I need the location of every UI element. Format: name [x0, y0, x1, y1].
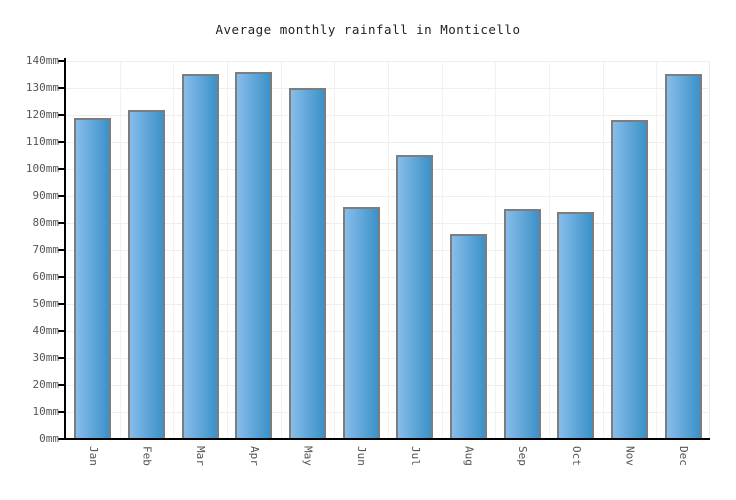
y-axis-tick — [58, 330, 64, 332]
bar-aug — [450, 234, 487, 439]
y-axis-tick — [58, 195, 64, 197]
chart-title: Average monthly rainfall in Monticello — [215, 22, 521, 37]
x-tick-label-oct: Oct — [569, 446, 583, 466]
y-tick-label-70: 70mm — [32, 243, 60, 256]
y-axis-tick — [58, 249, 64, 251]
y-axis-tick — [58, 438, 64, 440]
y-tick-label-120: 120mm — [25, 108, 59, 121]
bar-nov — [611, 120, 648, 439]
x-tick-label-jan: Jan — [86, 446, 100, 466]
y-tick-label-30: 30mm — [32, 351, 60, 364]
bar-feb — [128, 110, 165, 439]
gridline-vertical — [549, 61, 550, 439]
y-axis-tick — [58, 141, 64, 143]
gridline-vertical — [603, 61, 604, 439]
x-tick-label-jun: Jun — [355, 446, 369, 466]
y-tick-label-100: 100mm — [25, 162, 59, 175]
x-tick-label-jul: Jul — [408, 446, 422, 466]
x-axis-line — [64, 438, 710, 440]
y-axis-tick — [58, 357, 64, 359]
y-tick-label-90: 90mm — [32, 189, 60, 202]
bar-sep — [503, 209, 541, 439]
gridline-vertical — [495, 61, 496, 439]
gridline-vertical — [173, 61, 174, 439]
bar-jan — [74, 118, 112, 439]
y-axis-tick — [58, 222, 64, 224]
bar-oct — [557, 212, 595, 439]
gridline-vertical — [227, 61, 228, 439]
y-axis-tick — [58, 303, 64, 305]
bar-mar — [181, 74, 219, 439]
y-tick-label-130: 130mm — [25, 81, 59, 94]
y-axis-tick — [58, 384, 64, 386]
bar-may — [289, 88, 326, 439]
y-tick-label-110: 110mm — [25, 135, 59, 148]
y-tick-label-80: 80mm — [32, 216, 60, 229]
y-axis-tick — [58, 114, 64, 116]
y-tick-label-20: 20mm — [32, 378, 60, 391]
x-tick-label-nov: Nov — [623, 446, 637, 466]
y-axis-tick — [58, 411, 64, 413]
gridline-vertical — [334, 61, 335, 439]
y-axis-tick — [58, 276, 64, 278]
y-axis-tick — [58, 60, 64, 62]
y-axis-tick — [58, 168, 64, 170]
y-tick-label-50: 50mm — [32, 297, 60, 310]
gridline-vertical — [120, 61, 121, 439]
x-tick-label-may: May — [301, 446, 315, 466]
x-tick-label-apr: Apr — [247, 446, 261, 466]
x-tick-label-dec: Dec — [677, 446, 691, 466]
bar-dec — [664, 74, 702, 439]
y-tick-label-60: 60mm — [32, 270, 60, 283]
y-axis-line — [64, 58, 66, 440]
bar-jun — [342, 207, 380, 439]
y-tick-label-0: 0mm — [39, 432, 59, 445]
y-tick-label-140: 140mm — [25, 54, 59, 67]
gridline-vertical — [656, 61, 657, 439]
x-tick-label-mar: Mar — [194, 446, 208, 466]
bar-jul — [396, 155, 434, 439]
y-tick-label-40: 40mm — [32, 324, 60, 337]
y-tick-label-10: 10mm — [32, 405, 60, 418]
x-tick-label-aug: Aug — [462, 446, 476, 466]
plot-area — [66, 60, 710, 439]
gridline-vertical — [388, 61, 389, 439]
x-tick-label-sep: Sep — [516, 446, 530, 466]
gridline-vertical — [442, 61, 443, 439]
x-tick-label-feb: Feb — [140, 446, 154, 466]
y-axis-tick — [58, 87, 64, 89]
gridline-vertical — [281, 61, 282, 439]
bar-apr — [235, 72, 273, 439]
